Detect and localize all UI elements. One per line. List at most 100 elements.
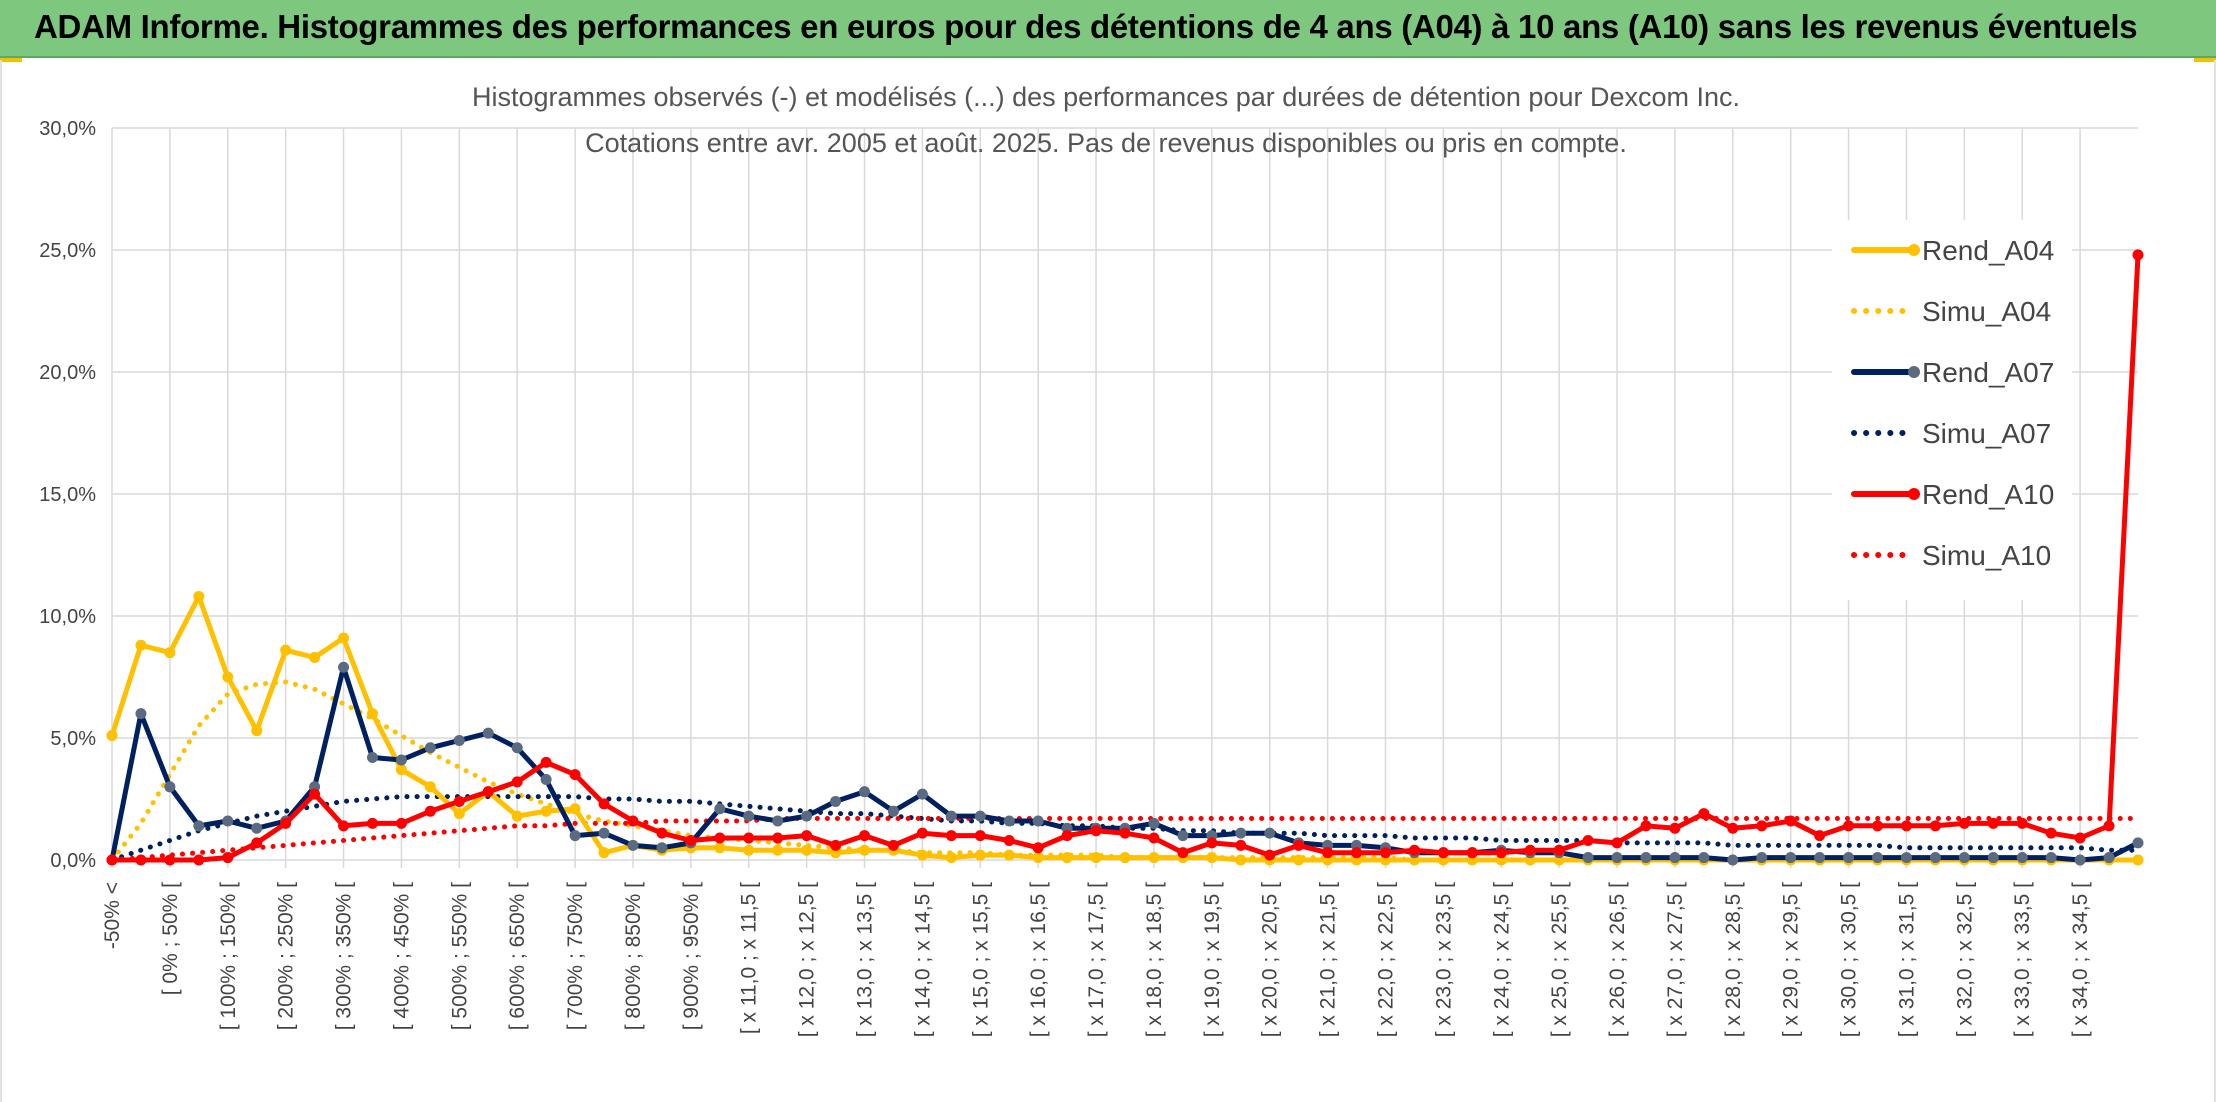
- data-point: [1524, 844, 1536, 856]
- y-axis-ticks: 0,0% 5,0% 10,0% 15,0% 20,0% 25,0% 30,0%: [39, 118, 96, 872]
- data-point: [540, 805, 552, 817]
- data-point: [2016, 817, 2028, 829]
- y-tick-label: 10,0%: [39, 606, 96, 628]
- x-tick-label: [ 300% ; 350% [: [333, 882, 356, 1030]
- y-tick-label: 15,0%: [39, 484, 96, 506]
- x-tick-label: [ x 34,0 ; x 34,5 [: [2069, 882, 2092, 1037]
- data-point: [598, 827, 610, 839]
- data-point: [2103, 820, 2115, 832]
- y-tick-label: 25,0%: [39, 240, 96, 262]
- x-tick-label: [ x 33,0 ; x 33,5 [: [2011, 882, 2034, 1037]
- data-point: [1032, 815, 1044, 827]
- data-point: [1148, 852, 1160, 864]
- data-point: [395, 817, 407, 829]
- data-point: [395, 754, 407, 766]
- series-rend-a10: [106, 249, 2144, 866]
- data-point: [453, 795, 465, 807]
- x-tick-label: [ x 14,0 ; x 14,5 [: [911, 882, 934, 1037]
- data-point: [1061, 830, 1073, 842]
- data-point: [2016, 852, 2028, 864]
- x-tick-label: [ x 31,0 ; x 31,5 [: [1895, 882, 1918, 1037]
- data-point: [1553, 844, 1565, 856]
- data-point: [1264, 849, 1276, 861]
- data-point: [1727, 854, 1739, 866]
- x-tick-label: [ 600% ; 650% [: [506, 882, 529, 1030]
- data-point: [1148, 817, 1160, 829]
- legend-label: Rend_A04: [1922, 235, 2054, 266]
- data-point: [830, 795, 842, 807]
- report-title: ADAM Informe. Histogrammes des performan…: [34, 8, 2138, 45]
- data-point: [482, 727, 494, 739]
- legend-label: Simu_A04: [1922, 296, 2051, 327]
- data-point: [222, 852, 234, 864]
- data-point: [743, 810, 755, 822]
- data-point: [1958, 852, 1970, 864]
- x-tick-label: [ 400% ; 450% [: [390, 882, 413, 1030]
- data-point: [1814, 852, 1826, 864]
- data-point: [2132, 854, 2144, 866]
- data-point: [135, 639, 147, 651]
- data-point: [1582, 852, 1594, 864]
- legend-marker: [1908, 366, 1920, 378]
- data-point: [106, 854, 118, 866]
- data-point: [1148, 832, 1160, 844]
- x-tick-label: [ 100% ; 150% [: [217, 882, 240, 1030]
- data-point: [916, 788, 928, 800]
- data-point: [2074, 854, 2086, 866]
- data-point: [193, 590, 205, 602]
- data-point: [309, 651, 321, 663]
- y-tick-label: 30,0%: [39, 118, 96, 140]
- x-tick-label: [ x 28,0 ; x 28,5 [: [1722, 882, 1745, 1037]
- data-point: [424, 742, 436, 754]
- data-point: [1032, 842, 1044, 854]
- x-tick-label: [ x 12,0 ; x 12,5 [: [796, 882, 819, 1037]
- x-tick-label: [ x 11,0 ; x 11,5 [: [738, 882, 761, 1034]
- x-tick-label: [ x 15,0 ; x 15,5 [: [969, 882, 992, 1037]
- data-point: [1669, 852, 1681, 864]
- data-point: [1727, 822, 1739, 834]
- x-tick-label: [ x 29,0 ; x 29,5 [: [1780, 882, 1803, 1037]
- data-point: [1987, 817, 1999, 829]
- histogram-chart: Histogrammes observés (-) et modélisés (…: [39, 82, 2144, 1037]
- data-point: [482, 786, 494, 798]
- data-point: [1756, 852, 1768, 864]
- data-point: [251, 837, 263, 849]
- data-point: [656, 842, 668, 854]
- data-point: [945, 852, 957, 864]
- data-point: [424, 805, 436, 817]
- data-point: [1582, 834, 1594, 846]
- data-point: [453, 734, 465, 746]
- data-point: [859, 830, 871, 842]
- data-point: [511, 810, 523, 822]
- data-point: [945, 830, 957, 842]
- data-point: [164, 854, 176, 866]
- data-point: [1351, 847, 1363, 859]
- data-point: [1408, 844, 1420, 856]
- data-point: [569, 830, 581, 842]
- data-point: [1785, 852, 1797, 864]
- legend-marker: [1908, 244, 1920, 256]
- data-point: [916, 827, 928, 839]
- data-point: [2103, 852, 2115, 864]
- data-point: [1958, 817, 1970, 829]
- chart-frame: Histogrammes observés (-) et modélisés (…: [0, 60, 2216, 1102]
- data-point: [1495, 847, 1507, 859]
- y-tick-label: 20,0%: [39, 362, 96, 384]
- data-point: [887, 839, 899, 851]
- data-point: [366, 708, 378, 720]
- data-point: [2074, 832, 2086, 844]
- series-line: [109, 594, 2141, 863]
- x-tick-label: [ 900% ; 950% [: [680, 882, 703, 1030]
- data-point: [974, 830, 986, 842]
- data-point: [1293, 839, 1305, 851]
- x-tick-label: [ 800% ; 850% [: [622, 882, 645, 1030]
- x-tick-label: [ x 22,0 ; x 22,5 [: [1374, 882, 1397, 1037]
- legend-item: Simu_A07: [1851, 418, 2051, 449]
- data-point: [569, 769, 581, 781]
- data-point: [569, 803, 581, 815]
- legend-marker: [1908, 488, 1920, 500]
- x-tick-label: [ 700% ; 750% [: [564, 882, 587, 1030]
- report-banner: ADAM Informe. Histogrammes des performan…: [0, 0, 2216, 58]
- data-point: [1032, 852, 1044, 864]
- x-tick-label: [ 200% ; 250% [: [275, 882, 298, 1030]
